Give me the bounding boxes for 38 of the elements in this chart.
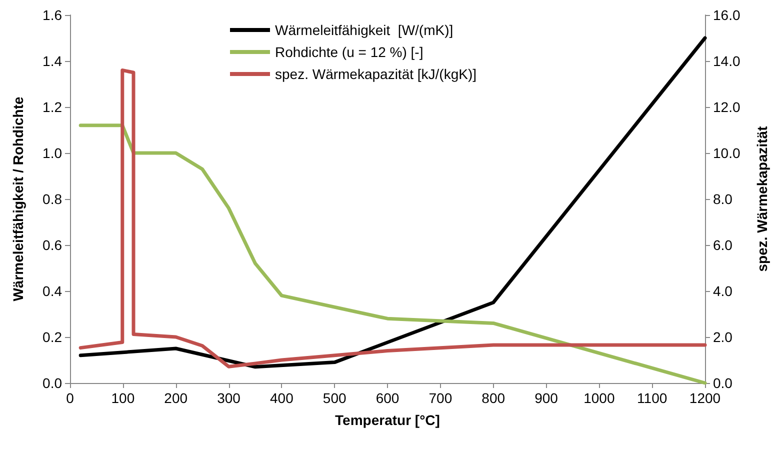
- x-tick-label: 300: [217, 390, 241, 406]
- x-tick-label: 500: [322, 390, 346, 406]
- legend-label: Wärmeleitfähigkeit [W/(mK)]: [275, 22, 454, 38]
- y2-tick-label: 2.0: [713, 329, 733, 345]
- y-axis-title: Wärmeleitfähigkeit / Rohdichte: [10, 96, 26, 302]
- y2-tick-label: 6.0: [713, 237, 733, 253]
- x-tick-label: 800: [482, 390, 506, 406]
- x-tick-label: 400: [270, 390, 294, 406]
- legend-label: spez. Wärmekapazität [kJ/(kgK)]: [275, 66, 477, 82]
- y-tick-label: 0.0: [42, 375, 62, 391]
- y-tick-label: 1.0: [42, 145, 62, 161]
- y-tick-label: 1.4: [42, 53, 62, 69]
- x-tick-label: 0: [66, 390, 74, 406]
- x-tick-label: 900: [534, 390, 558, 406]
- y2-tick-label: 0.0: [713, 375, 733, 391]
- x-tick-label: 700: [428, 390, 452, 406]
- y-tick-label: 0.8: [42, 191, 62, 207]
- y2-axis-title: spez. Wärmekapazität: [754, 126, 770, 272]
- y2-tick-label: 8.0: [713, 191, 733, 207]
- x-tick-label: 1000: [584, 390, 615, 406]
- y-tick-label: 0.6: [42, 237, 62, 253]
- y-tick-label: 0.4: [42, 283, 62, 299]
- x-tick-label: 600: [376, 390, 400, 406]
- y-tick-label: 0.2: [42, 329, 62, 345]
- y-tick-label: 1.2: [42, 99, 62, 115]
- y2-tick-label: 4.0: [713, 283, 733, 299]
- x-axis-title: Temperatur [°C]: [335, 412, 440, 428]
- x-tick-label: 1100: [637, 390, 668, 406]
- legend-label: Rohdichte (u = 12 %) [-]: [275, 44, 424, 60]
- y2-tick-label: 10.0: [713, 145, 740, 161]
- x-tick-label: 100: [111, 390, 135, 406]
- y2-tick-label: 16.0: [713, 7, 740, 23]
- x-tick-label: 200: [164, 390, 188, 406]
- y2-tick-label: 12.0: [713, 99, 740, 115]
- x-tick-label: 1200: [689, 390, 721, 406]
- y-tick-label: 1.6: [42, 7, 62, 23]
- line-series: [78, 124, 707, 385]
- y2-tick-label: 14.0: [713, 53, 740, 69]
